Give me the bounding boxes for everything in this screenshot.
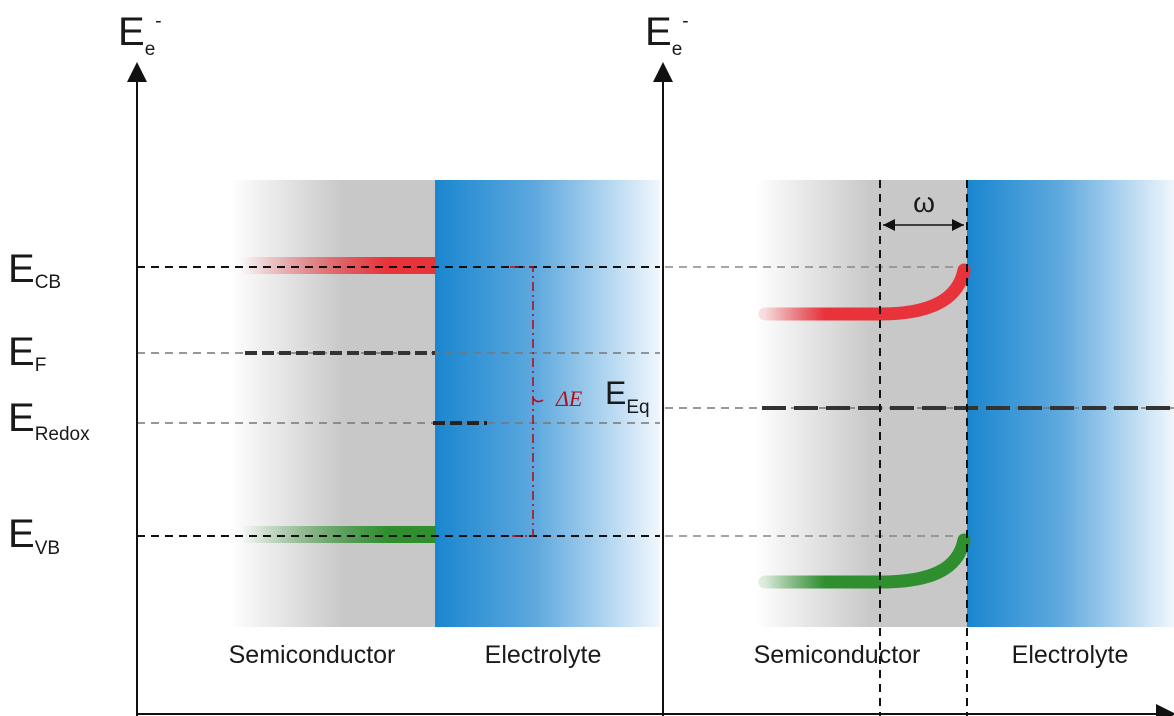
valence-band-bent	[758, 533, 971, 589]
delta-e-label: ΔE	[555, 386, 583, 411]
left-panel	[137, 180, 660, 627]
delta-e-pointer	[532, 397, 544, 403]
ecb-label: ECB	[8, 247, 61, 293]
eredox-label: ERedox	[8, 396, 90, 445]
conduction-band-bent	[758, 263, 971, 321]
delta-e-bracket	[510, 266, 534, 537]
semiconductor-caption-left: Semiconductor	[229, 641, 396, 669]
right-panel	[665, 180, 1174, 716]
width-label: ω	[913, 187, 935, 218]
electrolyte-region-left	[435, 180, 660, 627]
y-axis-label-right: Ee-	[645, 10, 689, 60]
semiconductor-region-left	[230, 180, 435, 627]
electrolyte-caption-right: Electrolyte	[1012, 641, 1129, 669]
electrolyte-caption-left: Electrolyte	[485, 641, 602, 669]
semiconductor-caption-right: Semiconductor	[754, 641, 921, 669]
y-axis-label-left: Ee-	[118, 10, 162, 60]
ef-label: EF	[8, 330, 46, 376]
electrolyte-region-right	[967, 180, 1174, 627]
valence-band-left	[240, 526, 436, 543]
conduction-band-left	[240, 257, 436, 274]
eeq-label: EEq	[605, 375, 650, 418]
semiconductor-region-right	[755, 180, 967, 627]
evb-label: EVB	[8, 512, 60, 559]
axes	[127, 62, 1174, 716]
